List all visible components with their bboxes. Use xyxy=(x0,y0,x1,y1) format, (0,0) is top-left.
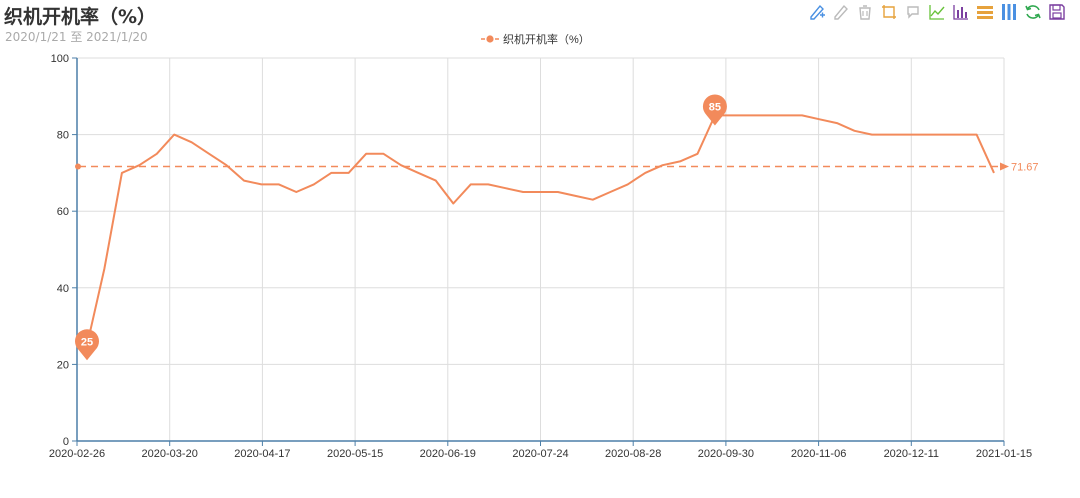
mark-point-pin xyxy=(702,94,727,126)
y-tick-label: 80 xyxy=(57,130,69,142)
save-image-icon[interactable] xyxy=(1048,3,1066,21)
data-zoom-icon[interactable] xyxy=(880,3,898,21)
y-tick-label: 40 xyxy=(57,283,69,295)
series-line xyxy=(86,114,995,346)
legend-label: 织机开机率（%） xyxy=(503,32,590,46)
axes: 0 20 40 60 80 100 2020-02-26 2020-03-20 2020-04-… xyxy=(49,53,1032,460)
x-tick-label: 2020-07-24 xyxy=(512,448,568,460)
mark-points: 25 85 xyxy=(75,94,727,361)
y-tick-label: 0 xyxy=(63,436,69,448)
mark-icon[interactable] xyxy=(808,3,826,21)
grid xyxy=(77,57,1005,441)
series xyxy=(86,114,995,346)
mark-line-arrow xyxy=(1000,162,1009,171)
x-tick-label: 2020-12-11 xyxy=(884,448,939,460)
x-tick-label: 2020-05-15 xyxy=(327,448,383,460)
chart-title: 织机开机率（%） xyxy=(4,6,157,28)
data-zoom-reset-icon[interactable] xyxy=(904,3,922,21)
mark-undo-icon[interactable] xyxy=(832,3,850,21)
mark-point-pin xyxy=(75,329,99,361)
mark-line-label: 71.67 xyxy=(1011,162,1039,174)
average-mark-line: 71.67 xyxy=(75,162,1039,174)
line-chart-icon[interactable] xyxy=(928,3,946,21)
y-tick-label: 100 xyxy=(51,53,69,65)
mark-line-start-dot xyxy=(75,163,81,170)
mark-clear-icon[interactable] xyxy=(856,3,874,21)
tiled-icon[interactable] xyxy=(1000,3,1018,21)
legend[interactable]: 织机开机率（%） xyxy=(481,32,590,46)
chart-subtitle: 2020/1/21 至 2021/1/20 xyxy=(5,30,148,44)
mark-point-label: 85 xyxy=(709,101,721,113)
x-tick-label: 2020-02-26 xyxy=(49,448,105,460)
x-tick-label: 2021-01-15 xyxy=(976,448,1032,460)
legend-dot-marker xyxy=(486,35,494,43)
y-tick-label: 20 xyxy=(57,359,69,371)
x-tick-label: 2020-09-30 xyxy=(698,448,754,460)
y-tick-label: 60 xyxy=(57,206,69,218)
stack-icon[interactable] xyxy=(976,3,994,21)
x-tick-label: 2020-04-17 xyxy=(234,448,290,460)
x-tick-label: 2020-06-19 xyxy=(420,448,476,460)
restore-icon[interactable] xyxy=(1024,3,1042,21)
x-tick-label: 2020-11-06 xyxy=(791,448,846,460)
mark-point-label: 25 xyxy=(81,336,93,348)
x-tick-label: 2020-03-20 xyxy=(142,448,198,460)
toolbox xyxy=(808,3,1066,23)
x-tick-label: 2020-08-28 xyxy=(605,448,661,460)
bar-chart-icon[interactable] xyxy=(952,3,970,21)
